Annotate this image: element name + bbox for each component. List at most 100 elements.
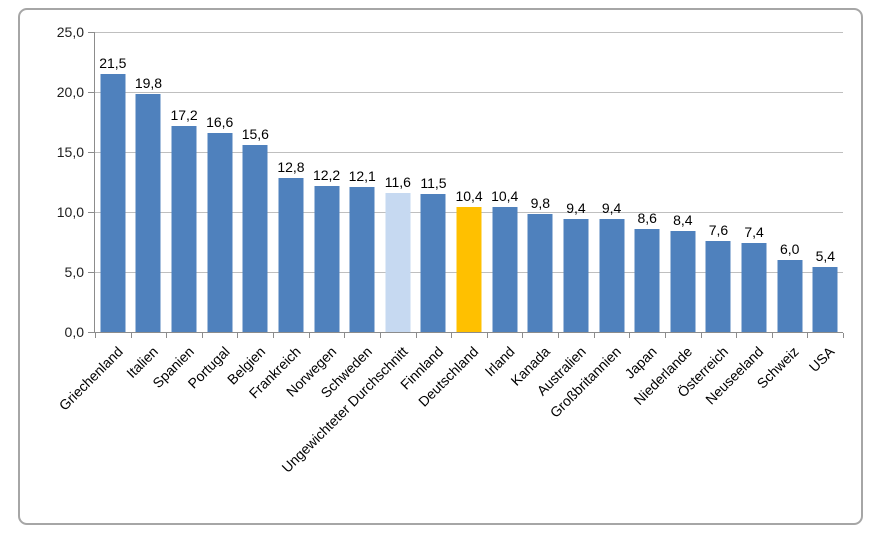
y-tick-mark xyxy=(88,212,94,213)
y-axis-label-20: 20,0 xyxy=(56,84,84,100)
value-label-kanada: 9,8 xyxy=(530,195,551,212)
y-axis-label-25: 25,0 xyxy=(56,24,84,40)
y-axis-label-0: 0,0 xyxy=(64,324,84,340)
bar-cell-niederlande: 8,4 xyxy=(665,32,701,332)
y-tick-mark xyxy=(88,32,94,33)
chart-frame: 21,5 19,8 17,2 16,6 15,6 12,8 12,2 12,1 11,6 11,5… xyxy=(18,8,863,525)
bar-cell-griechenland: 21,5 xyxy=(95,32,131,332)
bar-cell-norwegen: 12,2 xyxy=(309,32,345,332)
bar-frankreich xyxy=(278,178,304,332)
bar-niederlande xyxy=(670,231,696,332)
bar-schweden xyxy=(349,186,375,332)
x-tick-mark xyxy=(664,333,666,338)
x-tick-mark xyxy=(807,333,809,338)
x-tick-mark xyxy=(95,333,96,338)
bar-cell-neuseeland: 7,4 xyxy=(736,32,772,332)
value-label-usa: 5,4 xyxy=(815,248,836,265)
bar-cell-portugal: 16,6 xyxy=(202,32,238,332)
bar-cell-frankreich: 12,8 xyxy=(273,32,309,332)
value-label-irland: 10,4 xyxy=(491,188,519,205)
value-label-spanien: 17,2 xyxy=(170,106,198,123)
bar-belgien xyxy=(242,144,268,332)
bar-cell-ungewichteter-durchschnitt: 11,6 xyxy=(380,32,416,332)
y-tick-mark xyxy=(88,152,94,153)
value-label-niederlande: 8,4 xyxy=(673,212,693,229)
x-tick-mark xyxy=(593,333,595,338)
x-tick-mark xyxy=(486,333,488,338)
plot-area: 21,5 19,8 17,2 16,6 15,6 12,8 12,2 12,1 11,6 11,5… xyxy=(94,32,843,333)
x-tick-mark xyxy=(166,333,168,338)
bar-cell-osterreich: 7,6 xyxy=(701,32,737,332)
bar-cell-kanada: 9,8 xyxy=(523,32,559,332)
x-tick-mark xyxy=(237,333,239,338)
value-label-griechenland: 21,5 xyxy=(99,55,127,71)
bar-griechenland xyxy=(100,74,126,332)
bar-cell-schweiz: 6,0 xyxy=(772,32,808,332)
x-tick-mark xyxy=(771,333,773,338)
x-tick-mark xyxy=(522,333,524,338)
y-tick-mark xyxy=(88,332,94,333)
value-label-belgien: 15,6 xyxy=(241,125,269,142)
value-label-schweden: 12,1 xyxy=(348,167,376,184)
x-axis-line xyxy=(95,332,843,333)
bar-cell-japan: 8,6 xyxy=(629,32,665,332)
x-tick-mark xyxy=(344,333,346,338)
value-label-portugal: 16,6 xyxy=(206,113,234,130)
y-axis-label-10: 10,0 xyxy=(56,204,84,220)
value-label-grossbritannien: 9,4 xyxy=(601,200,622,217)
y-axis-line xyxy=(94,32,95,333)
x-tick-mark xyxy=(308,333,310,338)
x-tick-mark xyxy=(629,333,631,338)
value-label-osterreich: 7,6 xyxy=(708,221,729,238)
gridline-15 xyxy=(95,152,843,153)
bar-usa xyxy=(812,267,838,332)
bar-cell-belgien: 15,6 xyxy=(238,32,274,332)
bar-neuseeland xyxy=(741,243,767,332)
x-tick-mark xyxy=(700,333,702,338)
x-tick-mark xyxy=(558,333,560,338)
bar-australien xyxy=(563,219,589,332)
y-axis-label-5: 5,0 xyxy=(64,264,84,280)
y-tick-mark xyxy=(88,272,94,273)
x-tick-mark xyxy=(736,333,738,338)
value-label-deutschland: 10,4 xyxy=(455,188,483,205)
gridline-20 xyxy=(95,92,843,93)
category-label-griechenland: Griechenland xyxy=(55,343,126,414)
bar-cell-finnland: 11,5 xyxy=(416,32,452,332)
bar-kanada xyxy=(527,214,553,332)
bar-italien xyxy=(135,94,161,332)
bar-cell-irland: 10,4 xyxy=(487,32,523,332)
bar-cell-grossbritannien: 9,4 xyxy=(594,32,630,332)
gridline-25 xyxy=(95,32,843,33)
bar-osterreich xyxy=(705,240,731,332)
bar-portugal xyxy=(207,132,233,332)
y-tick-mark xyxy=(88,92,94,93)
bar-cell-australien: 9,4 xyxy=(558,32,594,332)
bar-series: 21,5 19,8 17,2 16,6 15,6 12,8 12,2 12,1 11,6 11,5… xyxy=(95,32,843,332)
bar-cell-deutschland: 10,4 xyxy=(451,32,487,332)
value-label-schweiz: 6,0 xyxy=(779,241,800,257)
y-axis-label-15: 15,0 xyxy=(56,144,84,160)
bar-finnland xyxy=(420,194,446,332)
bar-spanien xyxy=(171,125,197,332)
bar-cell-spanien: 17,2 xyxy=(166,32,202,332)
value-label-japan: 8,6 xyxy=(637,209,657,226)
x-tick-mark xyxy=(415,333,417,338)
bar-deutschland xyxy=(456,207,482,332)
bar-ungewichteter-durchschnitt xyxy=(385,192,411,332)
bar-norwegen xyxy=(314,185,340,332)
x-tick-mark xyxy=(201,333,203,338)
value-label-australien: 9,4 xyxy=(566,200,586,217)
bar-cell-usa: 5,4 xyxy=(808,32,844,332)
bar-cell-schweden: 12,1 xyxy=(344,32,380,332)
x-tick-mark xyxy=(130,333,132,338)
value-label-norwegen: 12,2 xyxy=(312,166,341,183)
bar-japan xyxy=(634,228,660,332)
bar-grossbritannien xyxy=(599,219,625,332)
x-tick-mark xyxy=(451,333,453,338)
bar-cell-italien: 19,8 xyxy=(131,32,167,332)
value-label-finnland: 11,5 xyxy=(420,175,447,191)
x-tick-mark xyxy=(379,333,381,338)
value-label-frankreich: 12,8 xyxy=(277,159,305,176)
value-label-neuseeland: 7,4 xyxy=(744,224,764,241)
